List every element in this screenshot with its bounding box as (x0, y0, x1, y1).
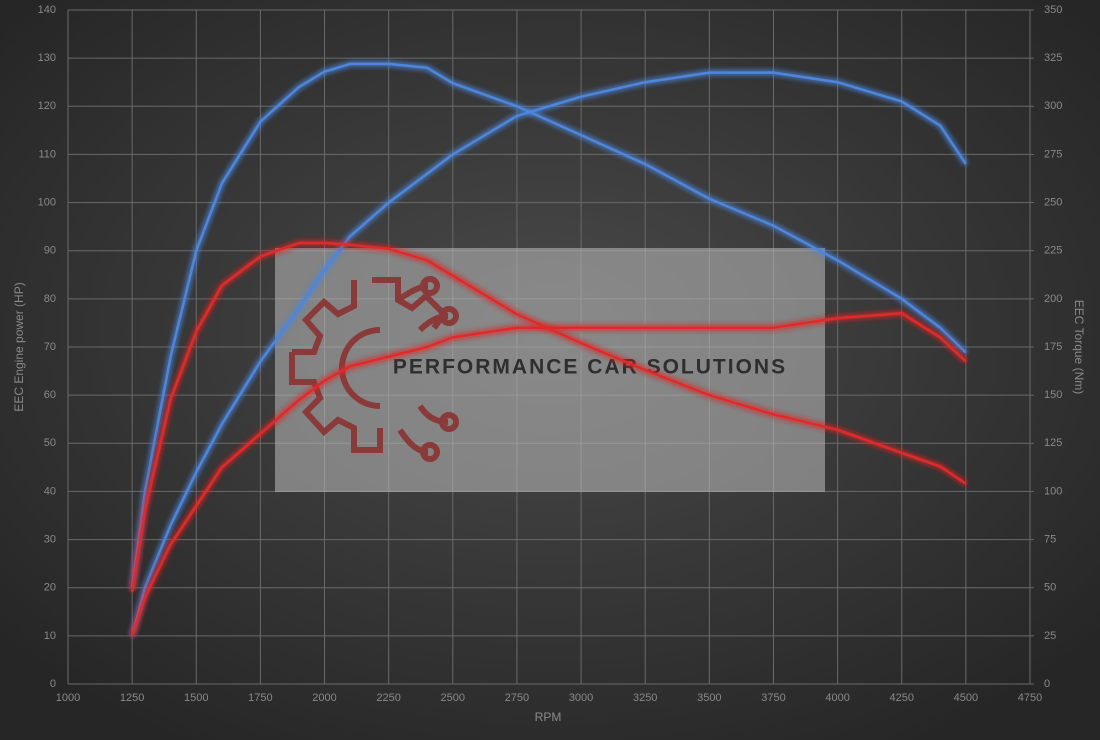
y2-tick-label: 300 (1044, 100, 1062, 112)
y-tick-label: 50 (44, 437, 56, 449)
x-tick-label: 1500 (184, 692, 208, 704)
y2-tick-label: 150 (1044, 389, 1062, 401)
y2-tick-label: 275 (1044, 148, 1062, 160)
x-tick-label: 3000 (569, 692, 593, 704)
series-line (130, 312, 967, 637)
series-line (130, 71, 967, 637)
y2-tick-label: 0 (1044, 678, 1050, 690)
y2-tick-label: 25 (1044, 630, 1056, 642)
y-tick-label: 130 (38, 52, 56, 64)
x-tick-label: 2250 (376, 692, 400, 704)
y-tick-label: 20 (44, 582, 56, 594)
y2-tick-label: 200 (1044, 293, 1062, 305)
y-tick-label: 10 (44, 630, 56, 642)
x-tick-label: 1750 (248, 692, 272, 704)
y-tick-label: 30 (44, 533, 56, 545)
x-tick-label: 2000 (312, 692, 336, 704)
x-tick-label: 3750 (761, 692, 785, 704)
y2-tick-label: 100 (1044, 485, 1062, 497)
y-tick-label: 60 (44, 389, 56, 401)
y2-tick-label: 325 (1044, 52, 1062, 64)
y-tick-label: 40 (44, 485, 56, 497)
watermark-text: PERFORMANCE CAR SOLUTIONS (393, 356, 787, 379)
y2-tick-label: 75 (1044, 533, 1056, 545)
series-line (130, 241, 967, 592)
x-tick-label: 2500 (441, 692, 465, 704)
y-tick-label: 120 (38, 100, 56, 112)
y-tick-label: 110 (38, 148, 56, 160)
x-tick-label: 4500 (954, 692, 978, 704)
x-tick-label: 4000 (825, 692, 849, 704)
y-tick-label: 70 (44, 341, 56, 353)
y2-tick-label: 175 (1044, 341, 1062, 353)
y-axis-label: EEC Engine power (HP) (12, 282, 26, 411)
series-line (130, 62, 967, 588)
y-tick-label: 140 (38, 4, 56, 16)
x-tick-label: 4250 (889, 692, 913, 704)
x-tick-label: 2750 (505, 692, 529, 704)
x-tick-label: 3250 (633, 692, 657, 704)
y-tick-label: 100 (38, 196, 56, 208)
y2-tick-label: 250 (1044, 196, 1062, 208)
y2-tick-label: 125 (1044, 437, 1062, 449)
y-tick-label: 0 (50, 678, 56, 690)
y-tick-label: 80 (44, 293, 56, 305)
y2-tick-label: 350 (1044, 4, 1062, 16)
x-tick-label: 1000 (56, 692, 80, 704)
y-tick-label: 90 (44, 245, 56, 257)
y2-axis-label: EEC Torque (Nm) (1072, 300, 1086, 394)
x-tick-label: 4750 (1018, 692, 1042, 704)
x-axis-label: RPM (535, 710, 562, 724)
x-tick-label: 1250 (120, 692, 144, 704)
x-tick-label: 3500 (697, 692, 721, 704)
watermark-logo (289, 276, 459, 462)
y2-tick-label: 225 (1044, 245, 1062, 257)
plot (130, 62, 967, 637)
y2-tick-label: 50 (1044, 582, 1056, 594)
